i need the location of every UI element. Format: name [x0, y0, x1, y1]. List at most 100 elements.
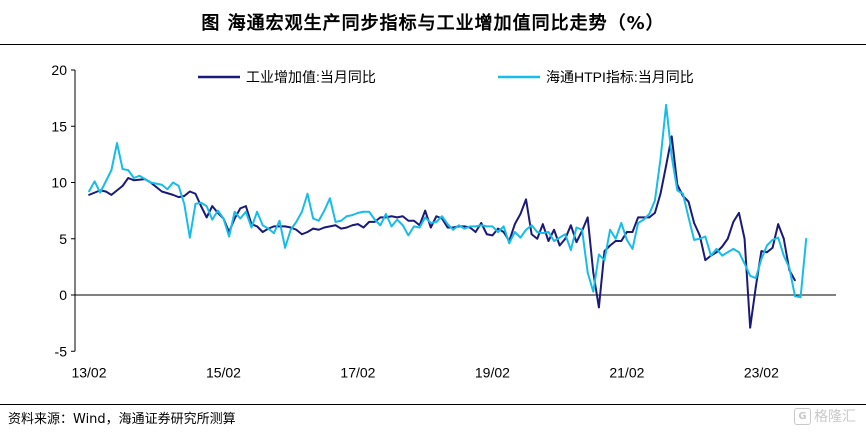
data-point [435, 215, 438, 218]
data-point [620, 240, 623, 242]
data-point [687, 200, 690, 203]
data-point [121, 168, 124, 170]
data-point [547, 231, 550, 233]
data-point [385, 213, 387, 215]
data-point [782, 237, 785, 240]
data-point [648, 213, 651, 215]
data-point [564, 233, 567, 236]
y-tick-label: -5 [55, 343, 68, 359]
data-point [603, 250, 606, 253]
data-point [239, 217, 242, 220]
data-point [760, 250, 763, 253]
legend-label: 工业增加值:当月同比 [246, 69, 376, 85]
data-point [239, 207, 242, 210]
data-point [222, 217, 225, 220]
y-tick-label: 15 [51, 118, 67, 134]
chart-legend: 工业增加值:当月同比 海通HTPI指标:当月同比 [198, 69, 694, 85]
series-line [88, 103, 808, 299]
data-point [732, 220, 735, 223]
source-note: 资料来源：Wind，海通证券研究所测算 [8, 412, 236, 427]
data-point [396, 216, 399, 219]
data-point [329, 225, 331, 228]
data-point [132, 179, 135, 182]
data-point [766, 244, 768, 247]
data-point [665, 164, 668, 167]
data-point [693, 222, 696, 224]
data-point [121, 184, 124, 187]
data-point [267, 227, 270, 230]
data-point [480, 224, 483, 227]
data-point [553, 228, 555, 231]
data-point [317, 219, 320, 222]
data-point [508, 242, 511, 245]
data-point [278, 219, 281, 222]
data-point [205, 216, 208, 219]
data-point [715, 251, 718, 254]
data-point [323, 209, 326, 212]
data-point [88, 190, 90, 193]
series-2 [88, 103, 808, 299]
data-point [306, 231, 309, 233]
chart-plot-area [88, 103, 808, 329]
data-point [261, 224, 264, 227]
data-point [149, 181, 152, 184]
bottom-rule [0, 404, 866, 405]
data-point [704, 235, 707, 238]
data-point [379, 216, 382, 219]
watermark: G 格隆汇 [794, 406, 856, 426]
data-point [205, 205, 208, 208]
data-point [491, 234, 494, 237]
data-point [88, 193, 90, 196]
data-point [172, 181, 174, 184]
data-point [194, 192, 197, 195]
data-point [497, 231, 499, 233]
data-point [547, 240, 550, 242]
data-point [334, 220, 337, 223]
data-point [519, 213, 522, 215]
data-point [771, 246, 774, 249]
data-point [721, 245, 724, 248]
x-tick-label: 23/02 [744, 364, 779, 380]
data-point [312, 217, 315, 220]
data-point [250, 226, 253, 229]
data-point [407, 234, 410, 237]
data-point [441, 215, 443, 218]
data-point [603, 259, 606, 262]
data-point [469, 225, 471, 228]
data-point [575, 241, 578, 244]
data-point [301, 210, 303, 213]
data-point [144, 178, 146, 181]
data-point [665, 103, 668, 106]
data-point [625, 231, 628, 233]
data-point [200, 205, 202, 208]
data-point [519, 236, 522, 239]
data-point [116, 142, 118, 145]
data-point [177, 196, 180, 199]
data-point [211, 205, 214, 208]
data-point [586, 216, 589, 219]
data-point [301, 233, 303, 236]
x-tick-label: 19/02 [475, 364, 510, 380]
legend-label: 海通HTPI指标:当月同比 [546, 69, 694, 85]
data-point [541, 223, 544, 226]
data-point [273, 225, 275, 228]
data-point [497, 227, 499, 230]
data-point [480, 222, 483, 224]
data-point [676, 189, 679, 192]
data-point [631, 231, 634, 233]
y-tick-label: 20 [51, 62, 67, 78]
data-point [317, 228, 320, 231]
data-point [368, 220, 371, 223]
data-point [659, 192, 662, 195]
data-point [396, 218, 399, 221]
data-point [502, 225, 505, 228]
data-point [306, 192, 309, 195]
data-point [642, 218, 645, 221]
data-point [323, 226, 326, 229]
data-point [256, 210, 258, 213]
data-point [155, 182, 158, 185]
data-point [609, 228, 611, 231]
data-point [648, 216, 651, 219]
data-point [429, 226, 432, 229]
data-point [726, 237, 729, 240]
